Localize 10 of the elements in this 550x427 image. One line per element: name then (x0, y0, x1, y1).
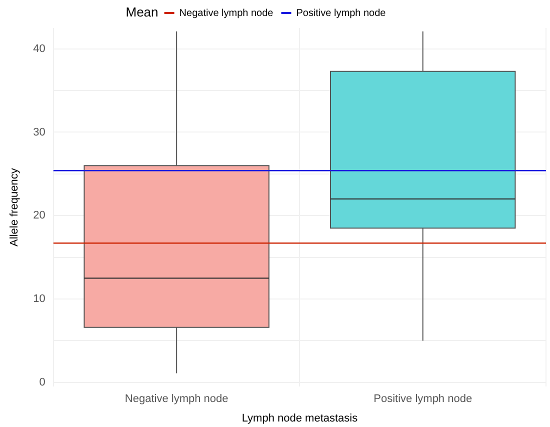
x-axis-title: Lymph node metastasis (242, 412, 358, 424)
y-tick-label: 30 (33, 126, 46, 138)
y-tick-label: 40 (33, 42, 46, 55)
legend-title: Mean (126, 4, 158, 20)
legend-label: Positive lymph node (296, 8, 386, 19)
legend-label: Negative lymph node (179, 8, 274, 19)
y-tick-label: 10 (33, 293, 46, 306)
y-axis-title: Allele frequency (8, 168, 21, 246)
y-tick-label: 0 (39, 376, 46, 388)
y-tick-label: 20 (33, 210, 46, 222)
